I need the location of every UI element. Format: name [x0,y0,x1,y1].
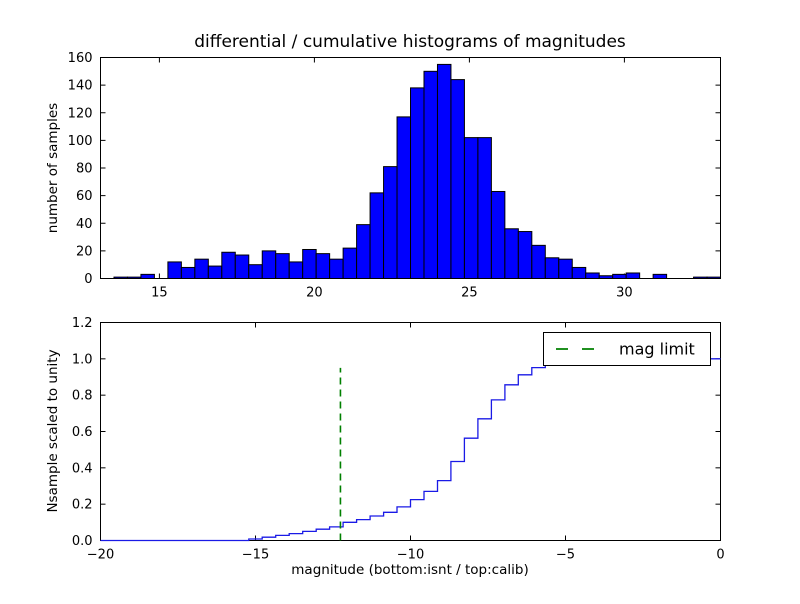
hist-bar [652,273,668,280]
hist-bar [356,224,371,280]
hist-bar [410,87,425,279]
hist-bar [342,247,358,280]
hist-bar [275,253,290,279]
hist-bar [234,254,250,280]
legend-box [543,332,711,366]
y-tick-label: 0.6 [72,425,93,440]
y-tick-label: 120 [68,106,93,121]
hist-bar [194,258,209,280]
hist-bar [625,272,641,280]
hist-bar [544,257,560,279]
y-tick-label: 100 [68,134,93,149]
hist-bar [490,190,506,279]
x-tick-label: −15 [242,548,269,563]
hist-bar [126,276,142,279]
hist-bar [383,166,398,279]
y-tick-label: 40 [76,217,93,232]
x-tick-label: 25 [461,286,478,301]
chart-title: differential / cumulative histograms of … [194,32,626,52]
y-tick-label: 0.8 [72,389,93,404]
y-tick-label: 0.0 [72,534,93,549]
histogram-bars [113,63,722,280]
hist-bar [693,276,708,279]
top-ylabel: number of samples [45,103,61,233]
y-tick-label: 1.0 [72,352,93,367]
hist-bar [477,137,492,279]
hist-bar [423,70,438,279]
y-tick-label: 20 [76,244,93,259]
hist-bar [288,261,304,279]
bottom-xlabel: magnitude (bottom:isnt / top:calib) [291,562,528,578]
top-histogram-axes: 15 20 25 30 0 20 40 60 80 100 120 140 160 [68,51,722,301]
x-tick-label: 30 [616,286,633,301]
hist-bar [329,258,344,280]
hist-bar [113,276,128,279]
x-tick-label: −20 [87,548,114,563]
hist-bar [598,275,614,279]
hist-bar [585,272,600,280]
y-tick-label: 0 [84,272,92,287]
x-tick-label: 20 [306,286,323,301]
hist-bar [140,273,155,280]
hist-bar [369,192,385,279]
legend: mag limit [543,332,711,366]
x-tick-label: −5 [556,548,575,563]
hist-bar [261,250,277,279]
bottom-ylabel: Nsample scaled to unity [45,349,61,512]
hist-bar [207,265,223,280]
hist-bar [531,244,546,280]
legend-label: mag limit [619,340,695,359]
hist-bar [396,116,412,279]
y-tick-label: 80 [76,162,93,177]
hist-bar [221,251,236,280]
hist-bar [450,79,465,279]
hist-bar [180,266,196,280]
y-tick-label: 60 [76,189,93,204]
y-tick-label: 0.2 [72,498,93,513]
hist-bar [571,266,587,280]
hist-bar [463,137,479,279]
hist-bar [167,261,182,279]
hist-bar [706,276,722,279]
hist-bar [315,253,331,279]
x-tick-label: −10 [397,548,424,563]
hist-bar [302,248,317,279]
y-tick-label: 140 [68,79,93,94]
x-tick-label: 0 [716,548,724,563]
x-tick-label: 15 [151,286,168,301]
y-tick-label: 1.2 [72,316,93,331]
hist-bar [504,228,519,279]
hist-bar [248,264,263,279]
y-tick-label: 0.4 [72,461,93,476]
hist-bar [558,258,573,280]
hist-bar [517,231,533,280]
hist-bar [436,63,452,279]
y-tick-label: 160 [68,51,93,66]
hist-bar [612,273,627,280]
